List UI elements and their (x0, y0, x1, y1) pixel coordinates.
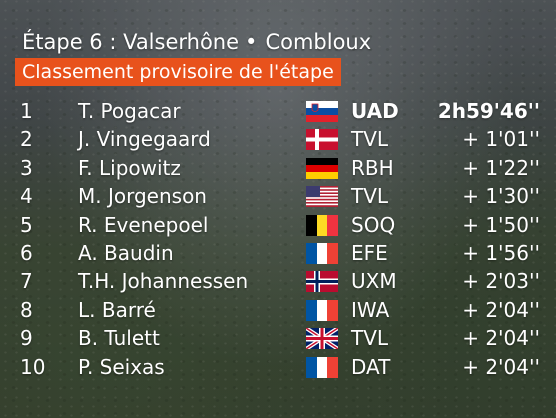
rank: 1 (20, 99, 33, 123)
germany-flag-icon (306, 157, 338, 179)
rider-name: J. Vingegaard (78, 127, 211, 152)
team-code: UXM (351, 269, 397, 294)
time-gap: + 1'01'' (462, 127, 540, 152)
team-code: TVL (351, 127, 389, 152)
time-gap: + 2'04'' (462, 297, 540, 322)
rider-name: L. Barré (78, 297, 156, 322)
standings-row: 2 J. Vingegaard TVL + 1'01'' (0, 125, 556, 153)
rank: 3 (20, 155, 33, 180)
classification-banner: Classement provisoire de l'étape (15, 58, 341, 86)
time-gap: 2h59'46'' (437, 99, 540, 123)
rider-name: M. Jorgenson (78, 184, 207, 209)
team-code: DAT (351, 354, 391, 379)
stage-title: Étape 6 : Valserhône • Combloux (22, 29, 371, 55)
standings-row: 10 P. Seixas DAT + 2'04'' (0, 353, 556, 381)
france-flag-icon (306, 299, 338, 321)
rank: 4 (20, 184, 33, 209)
rank: 10 (20, 354, 46, 379)
standings-row: 6 A. Baudin EFE + 1'56'' (0, 239, 556, 267)
rank: 7 (20, 269, 33, 294)
team-code: IWA (351, 297, 390, 322)
rider-name: P. Seixas (78, 354, 165, 379)
time-gap: + 2'04'' (462, 326, 540, 351)
time-gap: + 1'56'' (462, 240, 540, 265)
rank: 6 (20, 240, 33, 265)
time-gap: + 1'50'' (462, 212, 540, 237)
standings-row: 1 T. Pogacar UAD 2h59'46'' (0, 97, 556, 125)
france-flag-icon (306, 242, 338, 264)
standings-row: 5 R. Evenepoel SOQ + 1'50'' (0, 211, 556, 239)
rider-name: T. Pogacar (78, 99, 181, 123)
rider-name: B. Tulett (78, 326, 160, 351)
time-gap: + 1'30'' (462, 184, 540, 209)
rank: 5 (20, 212, 33, 237)
team-code: RBH (351, 155, 394, 180)
standings-row: 9 B. Tulett TVL + 2'04'' (0, 324, 556, 352)
time-gap: + 1'22'' (462, 155, 540, 180)
team-code: SOQ (351, 212, 396, 237)
slovenia-flag-icon (306, 101, 338, 122)
overlay-header: Étape 6 : Valserhône • Combloux Classement… (15, 29, 371, 86)
team-code: TVL (351, 184, 389, 209)
stage-separator: • (245, 30, 258, 54)
uk-flag-icon (306, 328, 338, 350)
france-flag-icon (306, 356, 338, 378)
usa-flag-icon (306, 186, 338, 208)
time-gap: + 2'04'' (462, 354, 540, 379)
rider-name: T.H. Johannessen (78, 269, 249, 294)
stage-finish: Combloux (265, 30, 372, 54)
team-code: UAD (351, 99, 399, 123)
time-gap: + 2'03'' (462, 269, 540, 294)
standings-row: 8 L. Barré IWA + 2'04'' (0, 296, 556, 324)
rider-name: F. Lipowitz (78, 155, 181, 180)
rider-name: R. Evenepoel (78, 212, 209, 237)
belgium-flag-icon (306, 214, 338, 236)
standings-row: 7 T.H. Johannessen UXM + 2'03'' (0, 267, 556, 295)
standings-row: 4 M. Jorgenson TVL + 1'30'' (0, 182, 556, 210)
standings-row: 3 F. Lipowitz RBH + 1'22'' (0, 154, 556, 182)
team-code: EFE (351, 240, 388, 265)
norway-flag-icon (306, 271, 338, 293)
rank: 8 (20, 297, 33, 322)
standings-table: 1 T. Pogacar UAD 2h59'46'' 2 J. Vingegaa… (0, 97, 556, 381)
rank: 9 (20, 326, 33, 351)
denmark-flag-icon (306, 129, 338, 151)
stage-name: Étape 6 : Valserhône (22, 30, 240, 54)
rider-name: A. Baudin (78, 240, 174, 265)
team-code: TVL (351, 326, 389, 351)
rank: 2 (20, 127, 33, 152)
